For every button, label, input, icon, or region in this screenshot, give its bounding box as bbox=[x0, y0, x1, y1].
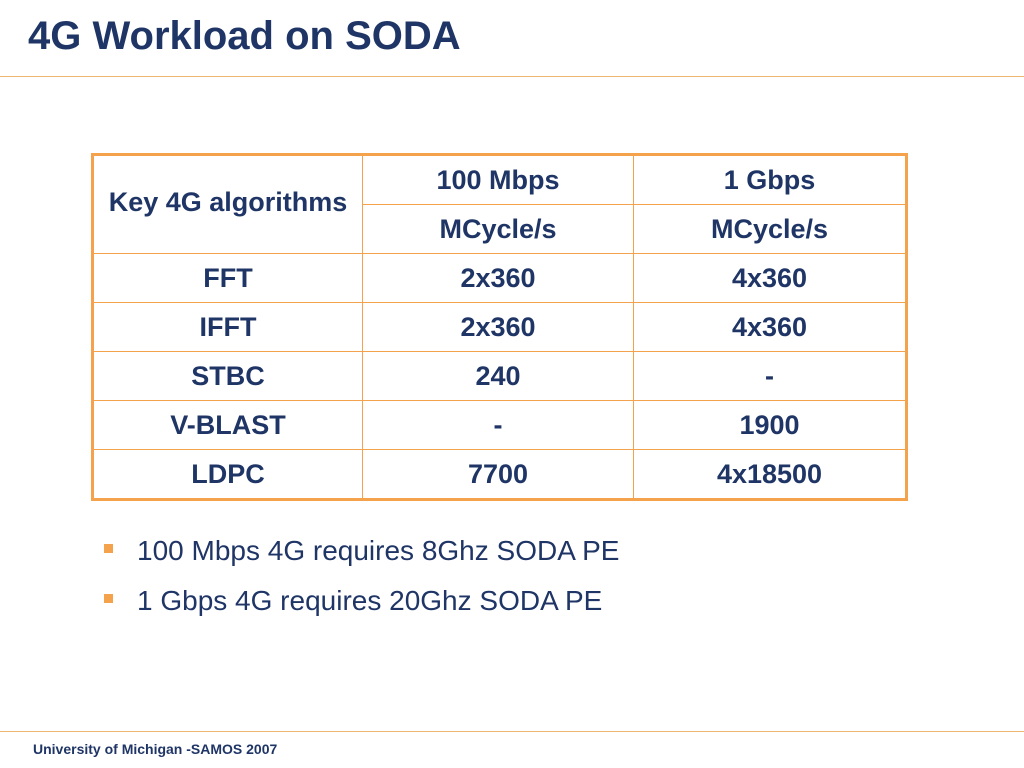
mcycles-100mbps-cell: 2x360 bbox=[362, 253, 634, 303]
mcycles-100mbps-cell: 240 bbox=[362, 351, 634, 401]
mcycles-1gbps-cell: 4x18500 bbox=[633, 449, 907, 500]
algorithm-cell: FFT bbox=[92, 253, 363, 303]
algorithm-cell: IFFT bbox=[92, 302, 363, 352]
bullet-text: 100 Mbps 4G requires 8Ghz SODA PE bbox=[137, 535, 620, 566]
table-subheader-row: MCycle/s MCycle/s bbox=[93, 204, 907, 254]
table-header-row: Key 4G algorithms 100 Mbps 1 Gbps bbox=[92, 154, 907, 254]
square-bullet-icon bbox=[104, 543, 113, 553]
table-row: LDPC 7700 4x18500 bbox=[92, 449, 907, 500]
mcycles-1gbps-cell: 4x360 bbox=[633, 302, 907, 352]
mcycles-100mbps-cell: 7700 bbox=[362, 449, 634, 500]
table-row: STBC 240 - bbox=[92, 351, 907, 401]
mcycles-1gbps-cell: - bbox=[633, 351, 907, 401]
mcycles-100mbps-cell: 2x360 bbox=[362, 302, 634, 352]
key-algorithms-header: Key 4G algorithms bbox=[92, 154, 363, 254]
footer-text: University of Michigan -SAMOS 2007 bbox=[33, 741, 278, 757]
bullet-list: 100 Mbps 4G requires 8Ghz SODA PE 1 Gbps… bbox=[104, 526, 619, 626]
algorithm-cell: V-BLAST bbox=[92, 400, 363, 450]
mcycles-1gbps-cell: 1900 bbox=[633, 400, 907, 450]
header-1gbps: 1 Gbps bbox=[633, 154, 907, 205]
header-100mbps: 100 Mbps bbox=[362, 154, 634, 205]
bullet-item: 1 Gbps 4G requires 20Ghz SODA PE bbox=[104, 576, 619, 626]
workload-table: Key 4G algorithms 100 Mbps 1 Gbps MCycle… bbox=[91, 153, 908, 501]
square-bullet-icon bbox=[104, 593, 113, 603]
table-row: IFFT 2x360 4x360 bbox=[92, 302, 907, 352]
header-100mbps-unit: MCycle/s bbox=[362, 204, 634, 254]
mcycles-1gbps-cell: 4x360 bbox=[633, 253, 907, 303]
slide-title: 4G Workload on SODA bbox=[28, 14, 461, 58]
algorithm-cell: LDPC bbox=[92, 449, 363, 500]
algorithm-cell: STBC bbox=[92, 351, 363, 401]
header-1gbps-unit: MCycle/s bbox=[633, 204, 907, 254]
bullet-item: 100 Mbps 4G requires 8Ghz SODA PE bbox=[104, 526, 619, 576]
bullet-text: 1 Gbps 4G requires 20Ghz SODA PE bbox=[137, 585, 603, 616]
footer-divider bbox=[0, 731, 1024, 732]
title-divider bbox=[0, 76, 1024, 77]
table-row: V-BLAST - 1900 bbox=[92, 400, 907, 450]
table-row: FFT 2x360 4x360 bbox=[92, 253, 907, 303]
mcycles-100mbps-cell: - bbox=[362, 400, 634, 450]
